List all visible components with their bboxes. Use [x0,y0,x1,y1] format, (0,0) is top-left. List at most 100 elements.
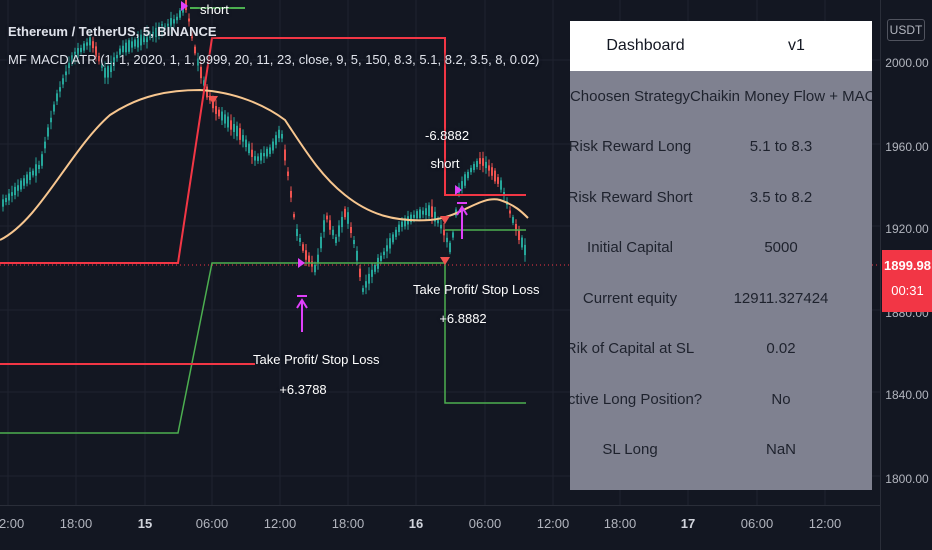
time-tick-label: 18:00 [603,516,637,531]
signal-marker [181,1,188,11]
indicator-title[interactable]: MF MACD ATR (1, 1, 2020, 1, 1, 9999, 20,… [8,52,540,67]
candle-body [308,255,310,264]
candle-body [326,215,328,220]
dashboard-row: Choosen Strategy Chaikin Money Flow + MAC… [570,71,872,122]
signal-marker [455,185,462,195]
signal-arrow-head [456,205,468,216]
candle-body [371,269,373,277]
candle-body [119,48,121,55]
candle-body [65,71,67,76]
candle-body [284,149,286,161]
take-profit-label-1: Take Profit/ Stop Loss [253,352,380,367]
candle-body [236,125,238,137]
candle-body [8,193,10,201]
candle-body [242,135,244,142]
candle-body [515,224,517,231]
take-profit-value-2: +6.8882 [439,311,487,326]
candle-body [311,261,313,267]
candle-body [224,114,226,124]
candle-body [32,170,34,176]
time-tick-label: 06:00 [195,516,229,531]
short-signal-value: -6.8882 [425,128,470,143]
candle-body [239,128,241,140]
bar-countdown: 00:31 [891,283,924,298]
candle-body [419,209,421,218]
candle-body [461,181,463,189]
dashboard-row-label: Rik of Capital at SL [570,340,695,358]
candle-body [434,211,436,222]
dashboard-title: Dashboard [606,37,685,54]
time-tick-label: 06:00 [468,516,502,531]
candle-body [89,36,91,46]
candle-body [446,237,448,243]
last-price-value: 1899.98 [884,258,931,273]
candle-body [107,65,109,78]
dashboard-row-value: 5.1 to 8.3 [749,138,813,156]
candle-body [437,220,439,224]
candle-body [245,139,247,148]
symbol-title[interactable]: Ethereum / TetherUS, 5, BINANCE [8,24,217,39]
currency-unit-button[interactable]: USDT [887,19,925,41]
dashboard-row-value: NaN [765,441,796,459]
candle-body [95,46,97,57]
candle-body [257,156,259,161]
candle-body [191,31,193,39]
candle-body [260,152,262,161]
candle-body [452,232,454,238]
candle-body [122,45,124,53]
candle-body [320,236,322,249]
candle-body [77,48,79,58]
candle-body [176,16,178,21]
candle-body [155,27,157,38]
candle-body [50,117,52,123]
candle-body [275,135,277,145]
candle-body [221,111,223,121]
dashboard-row: Risk Reward Short 3.5 to 8.2 [570,172,872,223]
candle-body [71,55,73,63]
dashboard-row-value: 12911.327424 [733,289,829,307]
price-axis[interactable]: USDT 2000.00 1960.00 1920.00 1880.00 1840.00… [880,0,932,550]
candle-body [317,254,319,264]
candle-body [362,288,364,292]
dashboard-row-value: 5000 [764,239,798,257]
candle-body [428,205,430,217]
dashboard-row: Risk Reward Long 5.1 to 8.3 [570,122,872,173]
candle-body [416,211,418,219]
dashboard-row-label: Risk Reward Short [570,188,693,206]
candle-body [41,154,43,166]
candle-body [101,63,103,68]
candle-body [344,208,346,218]
candle-body [521,237,523,248]
candle-body [134,39,136,47]
candle-body [368,273,370,284]
candle-body [398,224,400,233]
candle-body [410,214,412,223]
time-tick-label: 12:00 [536,516,570,531]
candle-body [248,143,250,154]
candle-body [287,171,289,176]
time-axis[interactable]: 12:00 18:00 15 06:00 12:00 18:00 16 06:00 12:00 1… [0,505,880,550]
signal-arrow-head [296,298,308,309]
time-tick-label: 12:00 [263,516,297,531]
candle-body [413,214,415,218]
stop-loss-line [0,37,526,264]
candle-body [146,31,148,43]
candle-body [350,226,352,234]
candle-body [401,221,403,227]
signal-marker [208,96,218,104]
candle-body [296,228,298,237]
candle-body [44,141,46,149]
candle-body [215,106,217,114]
candle-body [131,41,133,48]
candle-body [128,40,130,52]
candle-body [299,238,301,242]
candle-body [167,23,169,27]
price-chart[interactable]: Ethereum / TetherUS, 5, BINANCE MF MACD … [0,0,880,505]
candle-body [374,264,376,272]
candle-body [347,212,349,224]
candle-body [38,164,40,170]
candle-body [29,171,31,181]
candle-body [23,178,25,186]
candle-body [20,180,22,190]
candle-body [305,250,307,260]
